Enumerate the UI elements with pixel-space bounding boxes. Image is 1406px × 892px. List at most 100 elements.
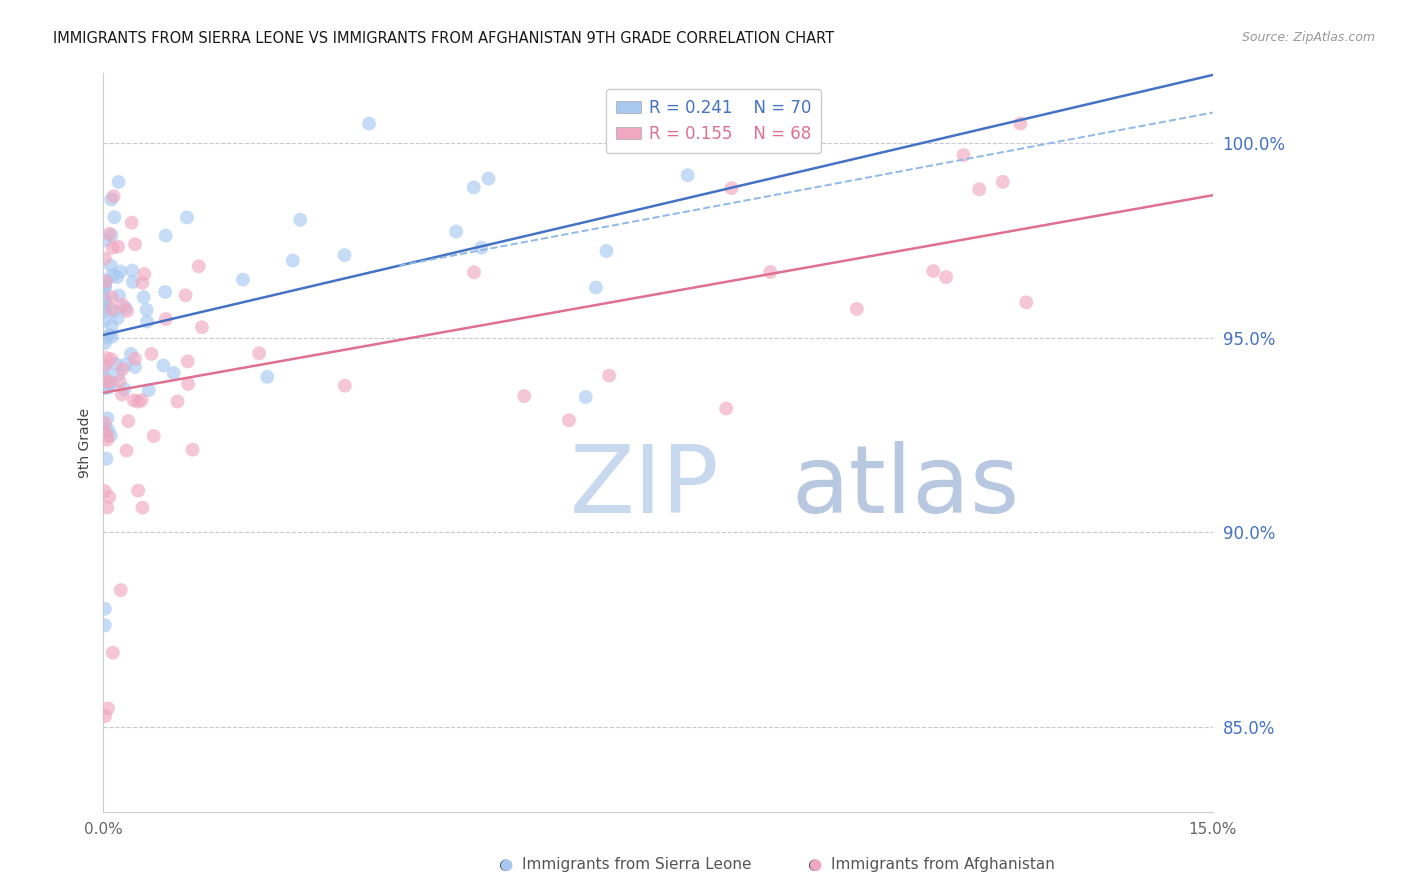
Point xyxy=(94,279,117,293)
Point xyxy=(94,275,117,289)
Point xyxy=(174,288,197,302)
Point xyxy=(141,347,163,361)
Point xyxy=(463,180,485,194)
Point xyxy=(131,500,153,515)
Point xyxy=(101,646,124,660)
Point xyxy=(107,239,129,253)
Point xyxy=(104,357,127,371)
Point xyxy=(136,314,159,328)
Point xyxy=(111,362,134,376)
Point xyxy=(138,383,160,397)
Point xyxy=(96,433,118,447)
Point xyxy=(107,368,129,382)
Point xyxy=(256,369,278,384)
Point xyxy=(575,390,598,404)
Point xyxy=(96,500,118,515)
Point xyxy=(177,376,200,391)
Point xyxy=(117,414,139,428)
Point xyxy=(115,304,138,318)
Point xyxy=(759,265,782,279)
Text: ●  Immigrants from Afghanistan: ● Immigrants from Afghanistan xyxy=(808,857,1056,872)
Point xyxy=(94,371,117,385)
Point xyxy=(152,359,174,373)
Point xyxy=(142,429,165,443)
Point xyxy=(94,381,117,395)
Point xyxy=(94,618,117,632)
Point xyxy=(100,352,122,367)
Point xyxy=(94,422,117,436)
Point xyxy=(676,168,699,182)
Point xyxy=(97,381,120,395)
Point xyxy=(98,490,121,504)
Point xyxy=(100,318,122,333)
Point xyxy=(135,302,157,317)
Point xyxy=(120,347,142,361)
Point xyxy=(845,301,868,316)
Legend: R = 0.241    N = 70, R = 0.155    N = 68: R = 0.241 N = 70, R = 0.155 N = 68 xyxy=(606,88,821,153)
Point xyxy=(94,304,117,318)
Point xyxy=(121,216,143,230)
Point xyxy=(103,210,125,224)
Point xyxy=(598,368,620,383)
Point xyxy=(177,354,200,368)
Point xyxy=(155,312,177,326)
Point xyxy=(333,378,356,392)
Point xyxy=(96,429,118,443)
Point xyxy=(97,411,120,425)
Point xyxy=(110,583,132,598)
Text: IMMIGRANTS FROM SIERRA LEONE VS IMMIGRANTS FROM AFGHANISTAN 9TH GRADE CORRELATIO: IMMIGRANTS FROM SIERRA LEONE VS IMMIGRAN… xyxy=(53,31,835,46)
Point xyxy=(94,362,117,376)
Point xyxy=(94,280,117,294)
Point xyxy=(132,290,155,304)
Point xyxy=(181,442,204,457)
Text: ●: ● xyxy=(499,857,512,872)
Text: ●: ● xyxy=(808,857,821,872)
Point xyxy=(110,264,132,278)
Point xyxy=(470,241,492,255)
Point xyxy=(94,301,117,315)
Point xyxy=(96,374,118,388)
Text: ●  Immigrants from Sierra Leone: ● Immigrants from Sierra Leone xyxy=(499,857,752,872)
Point xyxy=(122,393,145,408)
Point xyxy=(290,212,312,227)
Point xyxy=(100,228,122,243)
Point xyxy=(333,248,356,262)
Point xyxy=(935,270,957,285)
Point xyxy=(101,302,124,317)
Point xyxy=(969,182,991,196)
Point xyxy=(101,241,124,255)
Point xyxy=(94,359,117,373)
Point xyxy=(111,387,134,401)
Point xyxy=(166,394,188,409)
Point xyxy=(97,423,120,437)
Point xyxy=(247,346,270,360)
Point xyxy=(100,428,122,442)
Point xyxy=(477,171,499,186)
Point xyxy=(585,280,607,294)
Point xyxy=(131,276,153,290)
Point xyxy=(94,294,117,309)
Point xyxy=(281,253,304,268)
Point xyxy=(97,375,120,389)
Point xyxy=(98,328,121,343)
Point xyxy=(1010,117,1032,131)
Point xyxy=(114,301,136,315)
Point xyxy=(187,260,209,274)
Point xyxy=(357,117,380,131)
Point xyxy=(114,358,136,372)
Y-axis label: 9th Grade: 9th Grade xyxy=(79,408,93,477)
Point xyxy=(155,228,177,243)
Text: Source: ZipAtlas.com: Source: ZipAtlas.com xyxy=(1241,31,1375,45)
Point xyxy=(153,285,176,299)
Point xyxy=(124,237,146,252)
Point xyxy=(127,483,149,498)
Point xyxy=(94,331,117,345)
Point xyxy=(100,290,122,304)
Point xyxy=(94,425,117,440)
Point xyxy=(107,175,129,189)
Text: atlas: atlas xyxy=(792,441,1019,533)
Point xyxy=(114,382,136,396)
Point xyxy=(101,376,124,391)
Point xyxy=(96,272,118,286)
Point xyxy=(100,259,122,273)
